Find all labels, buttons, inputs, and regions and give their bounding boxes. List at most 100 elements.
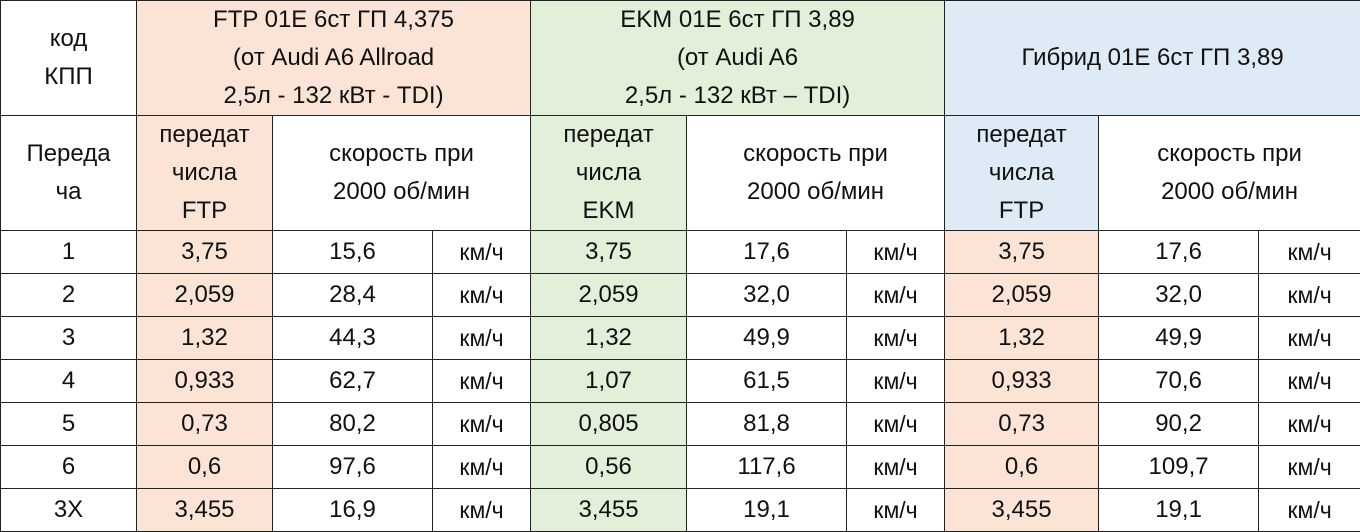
ftp-ratio-cell: 3,455 [137,489,273,532]
ratio-header-line: числа [535,154,682,192]
speed-header-line: скорость при [1103,135,1356,173]
hybrid-speed-cell: 17,6 [1099,231,1259,274]
gear-cell: 3X [1,489,137,532]
group-header-ekm: EKM 01E 6ст ГП 3,89 (от Audi A6 2,5л - 1… [531,1,945,116]
unit-cell: км/ч [847,274,945,317]
unit-cell: км/ч [847,360,945,403]
table-row: 2 2,059 28,4 км/ч 2,059 32,0 км/ч 2,059 … [1,274,1360,317]
hybrid-ratio-cell: 3,75 [945,231,1099,274]
hybrid-speed-cell: 70,6 [1099,360,1259,403]
speed-header-line: скорость при [691,135,940,173]
ekm-speed-cell: 81,8 [687,403,847,446]
speed-header-line: 2000 об/мин [1103,173,1356,211]
table-row: 6 0,6 97,6 км/ч 0,56 117,6 км/ч 0,6 109,… [1,446,1360,489]
ekm-speed-cell: 61,5 [687,360,847,403]
speed-header-line: 2000 об/мин [277,173,526,211]
table-row: 3 1,32 44,3 км/ч 1,32 49,9 км/ч 1,32 49,… [1,317,1360,360]
group-line: EKM 01E 6ст ГП 3,89 [535,1,940,39]
gear-cell: 5 [1,403,137,446]
ratio-header-ftp: передат числа FTP [137,116,273,231]
ftp-speed-cell: 28,4 [273,274,433,317]
table-row: 3X 3,455 16,9 км/ч 3,455 19,1 км/ч 3,455… [1,489,1360,532]
unit-cell: км/ч [433,274,531,317]
ekm-ratio-cell: 0,56 [531,446,687,489]
speed-header-ekm: скорость при 2000 об/мин [687,116,945,231]
ekm-ratio-cell: 1,07 [531,360,687,403]
corner-line: код [5,20,132,58]
unit-cell: км/ч [1259,403,1360,446]
speed-header-line: 2000 об/мин [691,173,940,211]
ratio-header-line: EKM [535,192,682,230]
group-line: 2,5л - 132 кВт - TDI) [141,77,526,115]
gear-cell: 2 [1,274,137,317]
unit-cell: км/ч [433,360,531,403]
ratio-header-line: FTP [141,192,268,230]
group-line: 2,5л - 132 кВт – TDI) [535,77,940,115]
ekm-ratio-cell: 0,805 [531,403,687,446]
hybrid-ratio-cell: 1,32 [945,317,1099,360]
unit-cell: км/ч [433,446,531,489]
ftp-speed-cell: 15,6 [273,231,433,274]
ratio-header-line: числа [141,154,268,192]
hybrid-speed-cell: 109,7 [1099,446,1259,489]
ratio-header-ekm: передат числа EKM [531,116,687,231]
ftp-ratio-cell: 0,933 [137,360,273,403]
unit-cell: км/ч [433,403,531,446]
hybrid-speed-cell: 90,2 [1099,403,1259,446]
ftp-ratio-cell: 3,75 [137,231,273,274]
ekm-ratio-cell: 1,32 [531,317,687,360]
gear-cell: 1 [1,231,137,274]
group-line: Гибрид 01E 6ст ГП 3,89 [949,39,1356,77]
gear-cell: 6 [1,446,137,489]
ekm-speed-cell: 32,0 [687,274,847,317]
group-header-hybrid: Гибрид 01E 6ст ГП 3,89 [945,1,1360,116]
unit-cell: км/ч [847,231,945,274]
unit-cell: км/ч [847,489,945,532]
ratio-header-line: передат [141,116,268,154]
table-row: 5 0,73 80,2 км/ч 0,805 81,8 км/ч 0,73 90… [1,403,1360,446]
group-header-row: код КПП FTP 01E 6ст ГП 4,375 (от Audi A6… [1,1,1360,116]
gear-header: Переда ча [1,116,137,231]
hybrid-ratio-cell: 0,6 [945,446,1099,489]
hybrid-speed-cell: 32,0 [1099,274,1259,317]
hybrid-ratio-cell: 0,73 [945,403,1099,446]
unit-cell: км/ч [433,317,531,360]
group-header-ftp: FTP 01E 6ст ГП 4,375 (от Audi A6 Allroad… [137,1,531,116]
ratio-header-line: числа [949,154,1094,192]
gear-header-line: ча [5,173,132,211]
ftp-speed-cell: 16,9 [273,489,433,532]
unit-cell: км/ч [847,446,945,489]
unit-cell: км/ч [847,317,945,360]
speed-header-line: скорость при [277,135,526,173]
ekm-ratio-cell: 3,455 [531,489,687,532]
ftp-speed-cell: 44,3 [273,317,433,360]
hybrid-speed-cell: 49,9 [1099,317,1259,360]
unit-cell: км/ч [1259,360,1360,403]
hybrid-ratio-cell: 3,455 [945,489,1099,532]
group-line: (от Audi A6 [535,39,940,77]
corner-header: код КПП [1,1,137,116]
ekm-ratio-cell: 2,059 [531,274,687,317]
group-line: (от Audi A6 Allroad [141,39,526,77]
ftp-ratio-cell: 0,73 [137,403,273,446]
group-line: FTP 01E 6ст ГП 4,375 [141,1,526,39]
unit-cell: км/ч [1259,231,1360,274]
ekm-speed-cell: 49,9 [687,317,847,360]
hybrid-speed-cell: 19,1 [1099,489,1259,532]
unit-cell: км/ч [1259,489,1360,532]
ftp-ratio-cell: 1,32 [137,317,273,360]
gear-cell: 4 [1,360,137,403]
ratio-header-line: передат [949,116,1094,154]
sub-header-row: Переда ча передат числа FTP скорость при… [1,116,1360,231]
ratio-header-line: FTP [949,192,1094,230]
ratio-header-line: передат [535,116,682,154]
gear-cell: 3 [1,317,137,360]
unit-cell: км/ч [433,231,531,274]
unit-cell: км/ч [433,489,531,532]
unit-cell: км/ч [1259,446,1360,489]
gear-header-line: Переда [5,135,132,173]
ekm-speed-cell: 117,6 [687,446,847,489]
ekm-ratio-cell: 3,75 [531,231,687,274]
unit-cell: км/ч [847,403,945,446]
table-row: 1 3,75 15,6 км/ч 3,75 17,6 км/ч 3,75 17,… [1,231,1360,274]
